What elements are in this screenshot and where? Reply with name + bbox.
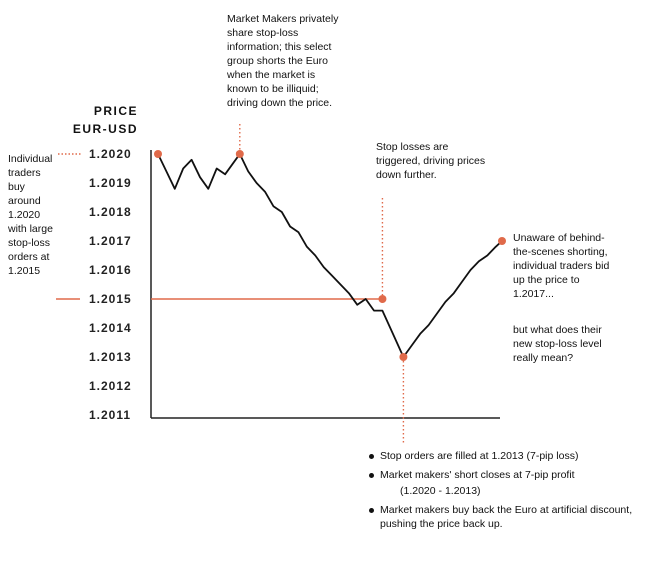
y-tick-label: 1.2012 [89,379,132,393]
y-axis-title: PRICE EUR-USD [60,104,138,136]
top-annotation-line: group shorts the Euro [227,55,328,67]
y-tick-label: 1.2016 [89,263,132,277]
bullet-text: Market makers' short closes at 7-pip pro… [380,469,575,481]
right-annotation-line: Unaware of behind- [513,232,605,244]
left-annotation: Individual traders buy around 1.2020 wit… [8,152,68,278]
y-tick-label: 1.2011 [89,408,131,422]
left-annotation-line: orders at [8,251,50,263]
right-annotation-line: new stop-loss level [513,338,602,350]
top-annotation-line: share stop-loss [227,27,299,39]
y-axis-title-line2: EUR-USD [72,122,138,136]
y-tick-label: 1.2018 [89,205,132,219]
top-annotation-line: known to be illiquid; [227,83,319,95]
middle-annotation-line: triggered, driving prices [376,155,486,167]
y-tick-label: 1.2019 [89,176,132,190]
middle-annotation-line: down further. [376,169,437,181]
bullet-item: Stop orders are filled at 1.2013 (7-pip … [368,449,648,463]
y-tick-label: 1.2017 [89,234,132,248]
right-annotation-2: but what does their new stop-loss level … [513,323,648,365]
bullet-icon [369,473,374,478]
bullet-item: Market makers' short closes at 7-pip pro… [368,468,648,498]
right-annotation-line: up the price to [513,274,580,286]
right-annotation-1: Unaware of behind- the-scenes shorting, … [513,231,648,301]
bullet-notes: Stop orders are filled at 1.2013 (7-pip … [368,449,648,536]
highlight-point [378,295,387,303]
y-axis-title-line1: PRICE [93,104,138,118]
top-annotation: Market Makers privately share stop-loss … [227,12,377,110]
left-annotation-line: around [8,195,41,207]
left-annotation-line: buy [8,181,25,193]
highlight-point [154,150,162,158]
bullet-icon [369,454,374,459]
top-annotation-line: when the market is [227,69,316,81]
bullet-text: Stop orders are filled at 1.2013 (7-pip … [380,450,579,462]
left-annotation-line: Individual [8,153,53,165]
bullet-item: Market makers buy back the Euro at artif… [368,503,648,531]
top-annotation-line: driving down the price. [227,97,333,109]
y-tick-label: 1.2020 [89,147,132,161]
highlight-point [235,150,244,158]
bullet-text: Market makers buy back the Euro at artif… [380,504,633,530]
middle-annotation: Stop losses are triggered, driving price… [376,140,526,182]
right-annotation-line: really mean? [513,352,574,364]
right-annotation-line: the-scenes shorting, [513,246,608,258]
left-annotation-line: 1.2020 [8,209,41,221]
left-annotation-line: with large [8,223,53,235]
y-tick-label: 1.2014 [89,321,132,335]
price-series-line [157,153,503,358]
bullet-icon [369,508,374,513]
top-annotation-line: Market Makers privately [227,13,339,25]
y-tick-label: 1.2015 [89,292,132,306]
top-annotation-line: information; this select [227,41,332,53]
left-annotation-line: traders [8,167,41,179]
right-annotation-line: 1.2017... [513,288,554,300]
middle-annotation-line: Stop losses are [376,141,449,153]
highlight-point [498,237,506,245]
bullet-subtext: (1.2020 - 1.2013) [400,485,481,497]
y-tick-label: 1.2013 [89,350,132,364]
left-annotation-line: 1.2015 [8,265,41,277]
left-annotation-line: stop-loss [8,237,51,249]
right-annotation-line: individual traders bid [513,260,610,272]
highlight-point [399,353,408,361]
right-annotation-line: but what does their [513,324,602,336]
